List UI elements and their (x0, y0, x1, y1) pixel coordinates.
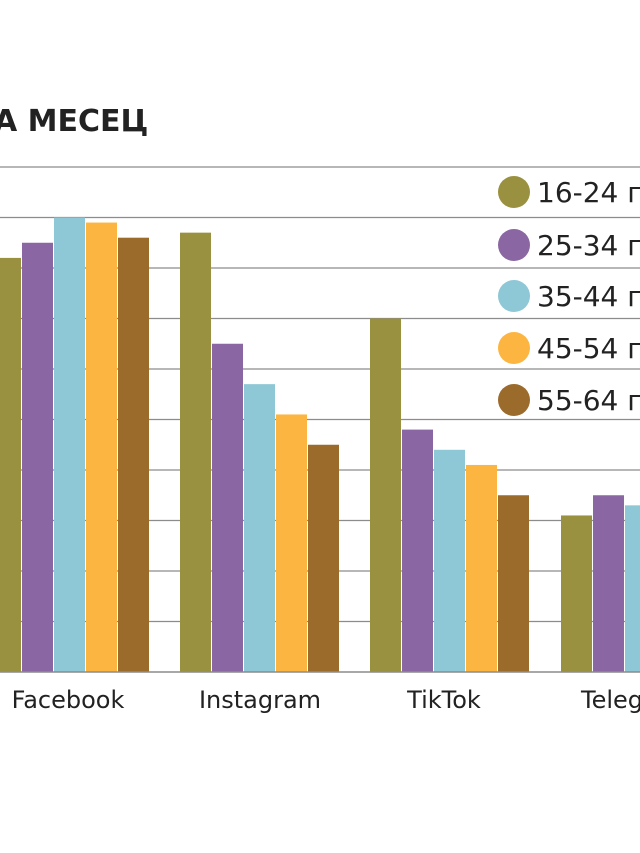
category-label-telegram: Teleg (580, 686, 640, 714)
legend-swatch (498, 280, 530, 312)
legend-label: 16-24 г (537, 176, 640, 209)
bar-facebook-series-3 (86, 222, 117, 673)
legend-item-45-54: 45-54 г (498, 332, 640, 365)
legend-item-16-24: 16-24 г (498, 176, 640, 209)
category-label-instagram: Instagram (199, 686, 321, 714)
category-label-facebook: Facebook (12, 686, 125, 714)
bar-facebook-series-0 (0, 257, 21, 672)
bar-instagram-series-3 (276, 414, 307, 672)
bar-facebook-series-1 (22, 242, 53, 672)
bar-instagram-series-0 (180, 232, 211, 672)
legend-label: 55-64 г (537, 384, 640, 417)
bar-instagram-series-2 (244, 384, 275, 672)
chart-title: А МЕСЕЦ (0, 104, 148, 139)
legend-item-25-34: 25-34 г (498, 229, 640, 262)
bar-facebook-series-2 (54, 217, 85, 672)
legend: 16-24 г 25-34 г 35-44 г 45-54 г 55-64 г (498, 176, 640, 417)
bar-tiktok-series-0 (370, 318, 401, 672)
bar-teleg-series-2 (625, 505, 640, 672)
bar-teleg-series-1 (593, 495, 624, 672)
bar-instagram-series-4 (308, 444, 339, 672)
bar-tiktok-series-2 (434, 449, 465, 672)
legend-swatch (498, 229, 530, 261)
legend-swatch (498, 176, 530, 208)
legend-swatch (498, 332, 530, 364)
bar-tiktok-series-3 (466, 464, 497, 672)
bar-tiktok-series-1 (402, 429, 433, 672)
legend-item-55-64: 55-64 г (498, 384, 640, 417)
legend-label: 35-44 г (537, 280, 640, 313)
legend-label: 25-34 г (537, 229, 640, 262)
legend-item-35-44: 35-44 г (498, 280, 640, 313)
bar-teleg-series-0 (561, 515, 592, 672)
legend-label: 45-54 г (537, 332, 640, 365)
bars (0, 217, 640, 673)
bar-instagram-series-1 (212, 343, 243, 672)
bar-tiktok-series-4 (498, 495, 529, 672)
legend-swatch (498, 384, 530, 416)
category-labels: Facebook Instagram TikTok Teleg (12, 686, 640, 714)
category-label-tiktok: TikTok (406, 686, 481, 714)
bar-facebook-series-4 (118, 237, 149, 672)
